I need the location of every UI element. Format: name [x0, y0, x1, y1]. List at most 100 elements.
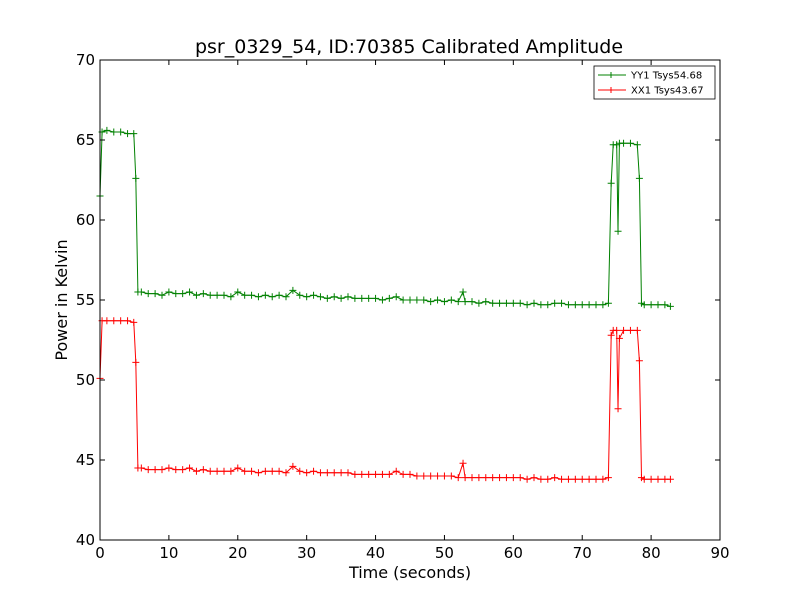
data-point-marker [110, 317, 118, 325]
series-line [99, 129, 671, 307]
data-point-marker [461, 298, 469, 306]
data-point-marker [633, 141, 641, 149]
data-point-marker [103, 317, 111, 325]
data-point-marker [635, 357, 643, 365]
data-point-marker [523, 475, 531, 483]
data-point-marker [385, 470, 393, 478]
data-point-marker [378, 470, 386, 478]
data-point-marker [248, 291, 256, 299]
data-point-marker [220, 291, 228, 299]
data-point-marker [592, 475, 600, 483]
data-point-marker [475, 299, 483, 307]
data-point-marker [434, 472, 442, 480]
y-tick-label: 60 [76, 211, 95, 229]
data-point-marker [206, 291, 214, 299]
data-point-marker [275, 467, 283, 475]
chart-title: psr_0329_54, ID:70385 Calibrated Amplitu… [195, 36, 623, 58]
data-point-marker [351, 294, 359, 302]
x-tick-label: 30 [297, 544, 316, 562]
data-point-marker [509, 474, 517, 482]
data-point-marker [213, 291, 221, 299]
data-point-marker [459, 288, 467, 296]
data-point-marker [323, 294, 331, 302]
data-point-marker [172, 466, 180, 474]
data-point-marker [585, 475, 593, 483]
legend-label-yy1: YY1 Tsys54.68 [630, 71, 702, 82]
data-point-marker [117, 317, 125, 325]
data-point-marker [530, 299, 538, 307]
data-point-marker [661, 301, 669, 309]
x-tick-label: 50 [435, 544, 454, 562]
data-point-marker [137, 288, 145, 296]
series-line [99, 320, 671, 480]
data-point-marker [530, 474, 538, 482]
data-point-marker [475, 474, 483, 482]
data-point-marker [626, 326, 634, 334]
data-point-marker [144, 290, 152, 298]
data-point-marker [220, 467, 228, 475]
data-point-marker [330, 469, 338, 477]
legend-marker-yy1 [608, 72, 614, 78]
data-point-marker [571, 475, 579, 483]
data-point-marker [310, 291, 318, 299]
data-point-marker [468, 298, 476, 306]
data-point-marker [275, 291, 283, 299]
data-point-marker [544, 301, 552, 309]
axes-layer: 0 10 20 30 40 50 60 70 80 90 40 45 50 55 60 65 70 [76, 51, 730, 562]
data-point-marker [537, 475, 545, 483]
data-point-marker [489, 474, 497, 482]
series-layer [96, 126, 674, 483]
data-point-marker [227, 293, 235, 301]
data-point-marker [296, 291, 304, 299]
data-point-marker [420, 472, 428, 480]
data-point-marker [199, 290, 207, 298]
data-point-marker [234, 464, 242, 472]
data-point-marker [523, 301, 531, 309]
data-point-marker [365, 470, 373, 478]
data-point-marker [316, 293, 324, 301]
data-point-marker [103, 126, 111, 134]
data-point-marker [337, 294, 345, 302]
data-point-marker [330, 293, 338, 301]
data-point-marker [289, 462, 297, 470]
x-tick-label: 80 [642, 544, 661, 562]
data-point-marker [626, 139, 634, 147]
data-point-marker [654, 475, 662, 483]
data-point-marker [192, 291, 200, 299]
data-point-marker [647, 475, 655, 483]
data-point-marker [571, 301, 579, 309]
data-point-marker [607, 331, 615, 339]
data-point-marker [454, 474, 462, 482]
data-point-marker [496, 474, 504, 482]
data-point-marker [578, 301, 586, 309]
data-point-marker [261, 291, 269, 299]
y-tick-label: 40 [76, 531, 95, 549]
data-point-marker [199, 466, 207, 474]
series-xx1 [96, 317, 674, 483]
data-point-marker [564, 475, 572, 483]
data-point-marker [406, 296, 414, 304]
x-tick-label: 0 [95, 544, 105, 562]
legend: YY1 Tsys54.68 XX1 Tsys43.67 [593, 65, 716, 100]
y-tick-label: 70 [76, 51, 95, 69]
data-point-marker [558, 299, 566, 307]
data-point-marker [254, 469, 262, 477]
data-point-marker [179, 290, 187, 298]
data-point-marker [130, 318, 138, 326]
data-point-marker [607, 179, 615, 187]
data-point-marker [427, 298, 435, 306]
data-point-marker [564, 301, 572, 309]
data-point-marker [578, 475, 586, 483]
data-point-marker [289, 286, 297, 294]
data-point-marker [502, 474, 510, 482]
data-point-marker [551, 299, 559, 307]
data-point-marker [151, 290, 159, 298]
data-point-marker [392, 467, 400, 475]
data-point-marker [186, 288, 194, 296]
data-point-marker [633, 326, 641, 334]
data-point-marker [124, 130, 132, 138]
data-point-marker [509, 299, 517, 307]
x-tick-label: 40 [366, 544, 385, 562]
data-point-marker [614, 405, 622, 413]
data-point-marker [316, 469, 324, 477]
